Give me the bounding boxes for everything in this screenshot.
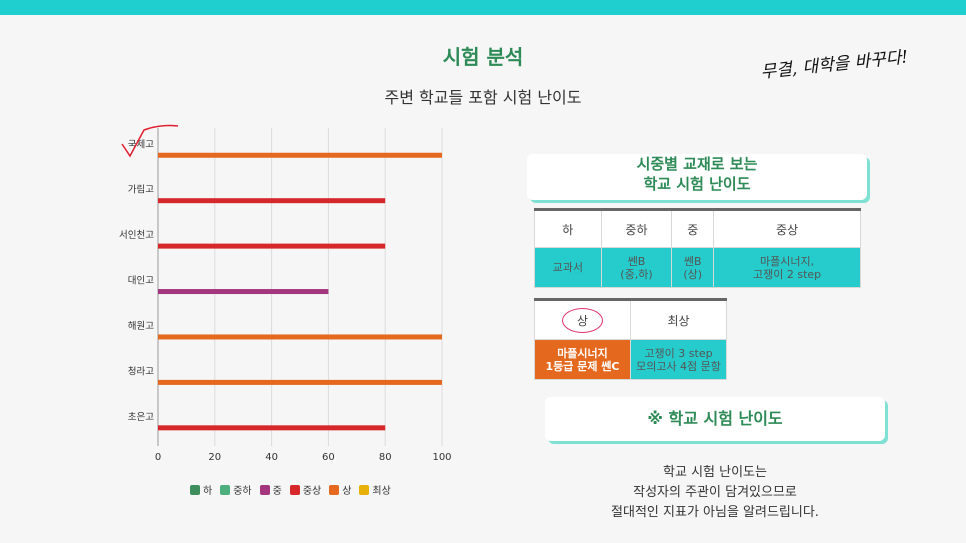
x-tick-label: 20 xyxy=(208,452,221,463)
disclaimer-text: 학교 시험 난이도는 작성자의 주관이 담겨있으므로 절대적인 지표가 아님을 … xyxy=(545,463,885,523)
legend-swatch xyxy=(359,484,370,495)
bar xyxy=(158,379,442,385)
legend-label: 중 xyxy=(272,486,282,497)
table2-cell: 고쟁이 3 step 모의고사 4점 문항 xyxy=(630,339,727,380)
legend-swatch xyxy=(190,484,200,495)
table1-cell: 쎈B (중,하) xyxy=(600,247,673,288)
x-tick-label: 60 xyxy=(322,452,335,463)
x-tick-label: 0 xyxy=(155,452,161,463)
x-tick-label: 40 xyxy=(265,452,278,463)
bar xyxy=(158,334,442,340)
y-category-label: 서인천고 xyxy=(119,230,154,241)
table1-header-cell: 하 xyxy=(534,209,602,248)
table1-header-cell: 중 xyxy=(671,209,715,248)
legend-item: 중상 xyxy=(289,482,322,497)
y-category-label: 가림고 xyxy=(128,184,154,196)
legend-swatch xyxy=(220,484,231,495)
table1-cell: 쎈B (상) xyxy=(671,247,715,288)
difficulty-table-1: 하 중하 중 중상 교과서 쎈B (중,하) 쎈B (상) 마플시너지, 고쟁이… xyxy=(534,208,861,288)
note-card-title: ※ 학교 시험 난이도 xyxy=(647,409,783,428)
x-tick-label: 100 xyxy=(432,452,451,463)
legend-swatch xyxy=(259,484,270,495)
legend-item: 하 xyxy=(190,482,212,497)
page-title: 시험 분석 xyxy=(442,45,524,69)
bar xyxy=(158,425,386,431)
difficulty-note-card: ※ 학교 시험 난이도 xyxy=(545,397,885,441)
chart-legend: 하 중하 중 중상 상 최상 xyxy=(190,482,391,497)
highlight-circle: 상 xyxy=(561,307,604,333)
legend-item: 상 xyxy=(329,482,351,497)
table2-header-cell: 상 xyxy=(534,299,631,340)
disclaimer-line: 작성자의 주관이 담겨있으므로 xyxy=(633,485,797,500)
legend-label: 상 xyxy=(342,486,352,497)
difficulty-table-2: 상 최상 마플시너지 1등급 문제 쎈C 고쟁이 3 step 모의고사 4점 … xyxy=(534,298,727,380)
legend-label: 최상 xyxy=(372,486,391,497)
table1-cell: 마플시너지, 고쟁이 2 step xyxy=(713,247,861,288)
checkmark-icon xyxy=(121,124,179,158)
y-category-label: 초은고 xyxy=(128,412,154,423)
legend-item: 최상 xyxy=(359,482,391,497)
table1-cell: 교과서 xyxy=(534,247,602,288)
card-title-line1: 시중별 교재로 보는 xyxy=(636,155,758,173)
top-accent-bar xyxy=(0,0,966,15)
table2-cell: 마플시너지 1등급 문제 쎈C xyxy=(534,339,631,380)
textbook-difficulty-card: 시중별 교재로 보는 학교 시험 난이도 xyxy=(527,154,867,200)
disclaimer-line: 학교 시험 난이도는 xyxy=(663,465,767,480)
bar xyxy=(158,198,386,204)
legend-label: 중상 xyxy=(302,486,322,497)
y-category-label: 해원고 xyxy=(128,320,154,332)
y-category-label: 대인고 xyxy=(128,276,154,287)
legend-item: 중 xyxy=(259,482,282,497)
bar xyxy=(158,152,442,158)
legend-swatch xyxy=(289,484,300,495)
legend-swatch xyxy=(329,484,340,495)
page-subtitle: 주변 학교들 포함 시험 난이도 xyxy=(384,88,582,107)
disclaimer-line: 절대적인 지표가 아님을 알려드립니다. xyxy=(611,505,819,520)
table1-header-cell: 중하 xyxy=(600,209,673,248)
table2-header-cell: 최상 xyxy=(630,299,727,340)
table1-header-cell: 중상 xyxy=(713,209,861,248)
legend-label: 중하 xyxy=(233,486,252,497)
bar xyxy=(158,289,329,295)
x-tick-label: 80 xyxy=(379,452,392,463)
legend-label: 하 xyxy=(203,486,213,497)
y-category-label: 청라고 xyxy=(128,366,154,377)
card-title-line2: 학교 시험 난이도 xyxy=(643,175,751,193)
legend-item: 중하 xyxy=(220,482,252,497)
bar xyxy=(158,243,386,249)
y-category-label: 국제고 xyxy=(128,139,154,150)
